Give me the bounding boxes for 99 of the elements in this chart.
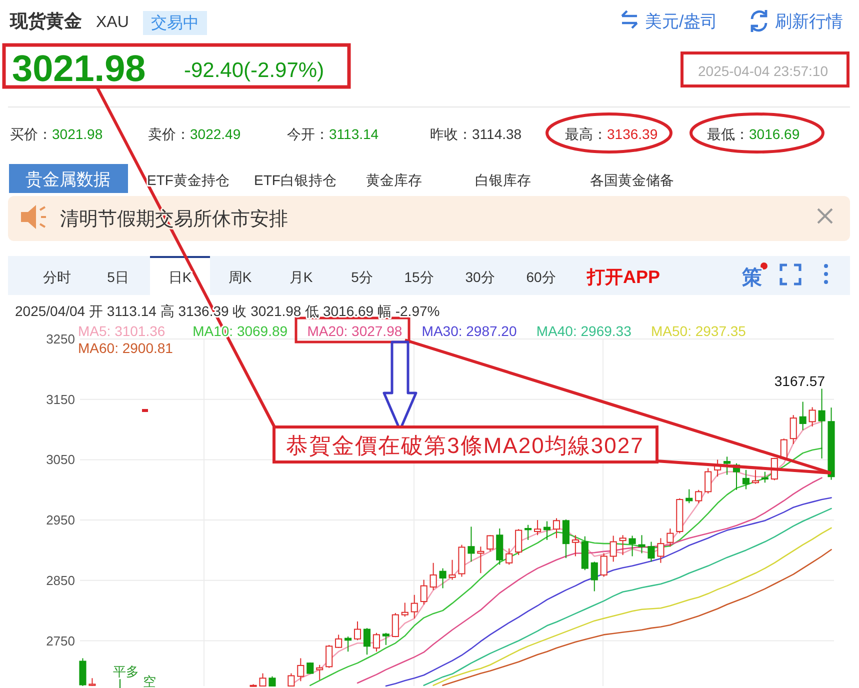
text: ETF黄金持仓 <box>147 172 230 188</box>
text: MA60: 2900.81 <box>78 340 174 356</box>
text: 2025-04-04 23:57:10 <box>698 63 828 79</box>
candlestick <box>468 526 475 562</box>
candlestick <box>515 528 522 556</box>
text: 5日 <box>107 269 129 285</box>
candlestick <box>430 562 437 591</box>
text: 5分 <box>351 269 373 285</box>
text: -92.40(-2.97%) <box>184 59 324 82</box>
candlestick <box>686 488 693 504</box>
candlestick <box>297 658 304 682</box>
candlestick <box>534 520 542 536</box>
text: ETF白银持仓 <box>254 172 336 188</box>
candlestick <box>628 535 636 557</box>
text: 今开：3113.14 <box>287 126 379 142</box>
candlestick <box>724 456 731 476</box>
text: 最低：3016.69 <box>707 126 800 142</box>
candlestick <box>344 636 352 652</box>
candlestick <box>420 579 428 606</box>
candlestick <box>335 634 342 648</box>
y-tick-label: 2850 <box>46 572 75 588</box>
candlestick <box>572 534 579 557</box>
text: 各国黄金储备 <box>590 172 674 188</box>
candlestick <box>524 524 532 540</box>
annotation: 空 <box>143 674 156 688</box>
text: 卖价：3022.49 <box>148 126 241 142</box>
y-tick-label: 3250 <box>46 332 75 347</box>
annotation: 恭賀金價在破第3條MA20均線3027 <box>286 433 644 458</box>
candlestick <box>448 559 456 580</box>
text: 策 <box>741 267 762 289</box>
text: 黄金库存 <box>366 172 422 188</box>
candlestick <box>79 658 86 686</box>
candlestick <box>761 471 768 484</box>
text: MA50: 2937.35 <box>651 323 746 339</box>
text: 3021.98 <box>12 48 146 89</box>
y-tick-label: 2750 <box>46 633 75 648</box>
candlestick <box>268 676 276 686</box>
candlestick <box>439 568 446 589</box>
candlestick <box>648 541 655 562</box>
line-series <box>356 477 822 684</box>
candlestick <box>818 388 826 459</box>
text: 交易中 <box>151 14 199 32</box>
text: 60分 <box>526 269 556 285</box>
candlestick <box>590 561 598 592</box>
candlestick <box>477 546 484 574</box>
candlestick <box>808 406 816 428</box>
candlestick <box>410 594 418 619</box>
candlestick <box>799 401 806 431</box>
candlestick <box>790 414 797 445</box>
candlestick <box>742 469 750 490</box>
chart-subtitle: XAU <box>96 14 129 31</box>
candlestick <box>354 620 362 641</box>
candlestick <box>552 518 560 539</box>
text: 月K <box>289 269 314 285</box>
candlestick <box>363 628 371 656</box>
text: 贵金属数据 <box>26 170 110 189</box>
text: 美元/盎司 <box>645 12 718 31</box>
text: 白银库存 <box>475 172 531 188</box>
candlestick <box>619 534 626 556</box>
candlestick <box>326 644 333 668</box>
candlestick <box>486 534 494 552</box>
text: 15分 <box>404 269 434 285</box>
candlestick <box>316 664 324 680</box>
candlestick <box>666 528 674 548</box>
candlestick <box>382 632 390 646</box>
annotation: 平多 <box>113 664 139 679</box>
annotation: 3167.57 <box>774 373 826 389</box>
candlestick <box>638 534 646 554</box>
text: MA20: 3027.98 <box>307 323 402 339</box>
candlestick <box>752 469 759 484</box>
candlestick <box>562 518 570 559</box>
text: 昨收：3114.38 <box>430 126 522 142</box>
text: 分时 <box>43 269 71 285</box>
text: MA40: 2969.33 <box>536 323 632 339</box>
y-tick-label: 2950 <box>46 512 75 528</box>
candlestick <box>401 602 408 618</box>
y-tick-label: 3150 <box>46 392 75 407</box>
text: 买价： <box>10 126 52 142</box>
candlestick <box>372 632 380 652</box>
text: MA5: 3101.36 <box>78 323 166 339</box>
chart-title: 现货黄金 <box>9 11 82 31</box>
text: 刷新行情 <box>775 12 843 31</box>
candlestick <box>657 538 664 564</box>
candlestick <box>506 548 513 566</box>
candlestick <box>392 612 399 638</box>
candlestick <box>543 520 551 540</box>
line-series <box>442 548 832 686</box>
candlestick <box>695 489 702 504</box>
candlestick <box>600 552 608 578</box>
text: 日K <box>168 269 192 285</box>
y-tick-label: 3050 <box>46 452 75 468</box>
text: 30分 <box>465 269 495 285</box>
text: 最高：3136.39 <box>565 126 658 142</box>
text: 打开APP <box>586 267 660 287</box>
text: 周K <box>228 269 252 285</box>
candlestick <box>704 468 712 494</box>
candlestick <box>610 535 617 562</box>
text: 3021.98 <box>52 126 103 142</box>
text: MA30: 2987.20 <box>422 323 517 339</box>
